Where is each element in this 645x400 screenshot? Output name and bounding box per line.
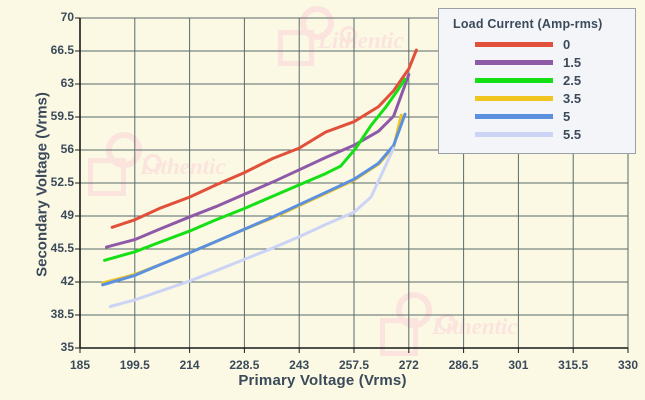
series-line-1-5 bbox=[104, 73, 411, 249]
legend-swatch-icon bbox=[475, 132, 553, 137]
x-axis-tick-labels: 185 199.5 214 228.5 243 257.5 272 286.5 301 315.5… bbox=[0, 352, 645, 376]
legend-swatch-icon bbox=[475, 42, 553, 47]
x-axis-title: Primary Voltage (Vrms) bbox=[238, 372, 407, 389]
series-line-0 bbox=[110, 48, 418, 229]
series-line-5 bbox=[101, 112, 407, 287]
y-axis-tick-labels: 35 38.5 42 45.5 49 52.5 56 59.5 63 66.5 70 bbox=[18, 0, 74, 400]
x-tick-label: 257.5 bbox=[338, 358, 370, 372]
x-tick-label: 315.5 bbox=[558, 358, 589, 372]
legend: Load Current (Amp-rms) 0 1.5 2.5 3.5 5 5.5 bbox=[438, 8, 636, 154]
legend-item-0[interactable]: 0 bbox=[447, 37, 627, 52]
legend-item-1-5[interactable]: 1.5 bbox=[447, 55, 627, 70]
y-tick-label: 45.5 bbox=[50, 241, 74, 255]
x-tick-label: 330 bbox=[617, 358, 639, 372]
data-series-layer bbox=[101, 48, 418, 309]
legend-item-3-5[interactable]: 3.5 bbox=[447, 91, 627, 106]
series-line-2-5 bbox=[103, 77, 407, 262]
y-tick-label: 49 bbox=[60, 208, 74, 222]
x-tick-label: 301 bbox=[508, 358, 529, 372]
x-tick-label: 185 bbox=[69, 358, 91, 372]
y-tick-label: 56 bbox=[60, 142, 74, 156]
legend-item-5[interactable]: 5 bbox=[447, 109, 627, 124]
x-tick-label: 243 bbox=[289, 358, 310, 372]
tick-marks bbox=[75, 17, 629, 353]
y-tick-label: 52.5 bbox=[50, 175, 74, 189]
legend-swatch-icon bbox=[475, 114, 553, 119]
legend-swatch-icon bbox=[475, 60, 553, 65]
legend-item-label: 0 bbox=[563, 37, 571, 52]
x-tick-label: 214 bbox=[179, 358, 200, 372]
y-tick-label: 70 bbox=[60, 10, 74, 24]
legend-item-label: 3.5 bbox=[563, 91, 582, 106]
x-tick-label: 199.5 bbox=[119, 358, 150, 372]
legend-item-2-5[interactable]: 2.5 bbox=[447, 73, 627, 88]
legend-title: Load Current (Amp-rms) bbox=[453, 17, 603, 31]
legend-swatch-icon bbox=[475, 96, 553, 101]
legend-item-label: 2.5 bbox=[563, 73, 582, 88]
y-axis-title: Secondary Voltage (Vrms) bbox=[33, 92, 51, 277]
y-tick-label: 38.5 bbox=[50, 307, 74, 321]
y-tick-label: 63 bbox=[60, 76, 74, 90]
y-tick-label: 35 bbox=[60, 340, 74, 354]
legend-items: 0 1.5 2.5 3.5 5 5.5 bbox=[447, 37, 627, 142]
x-tick-label: 286.5 bbox=[448, 358, 479, 372]
series-line-5-5 bbox=[108, 146, 396, 309]
y-tick-label: 59.5 bbox=[50, 109, 74, 123]
y-tick-label: 42 bbox=[60, 274, 74, 288]
legend-item-5-5[interactable]: 5.5 bbox=[447, 127, 627, 142]
y-tick-label: 66.5 bbox=[50, 43, 74, 57]
legend-swatch-icon bbox=[475, 78, 553, 83]
legend-item-label: 5.5 bbox=[563, 127, 582, 142]
x-tick-label: 228.5 bbox=[229, 358, 260, 372]
legend-item-label: 1.5 bbox=[563, 55, 582, 70]
legend-item-label: 5 bbox=[563, 109, 571, 124]
x-tick-label: 272 bbox=[398, 358, 419, 372]
